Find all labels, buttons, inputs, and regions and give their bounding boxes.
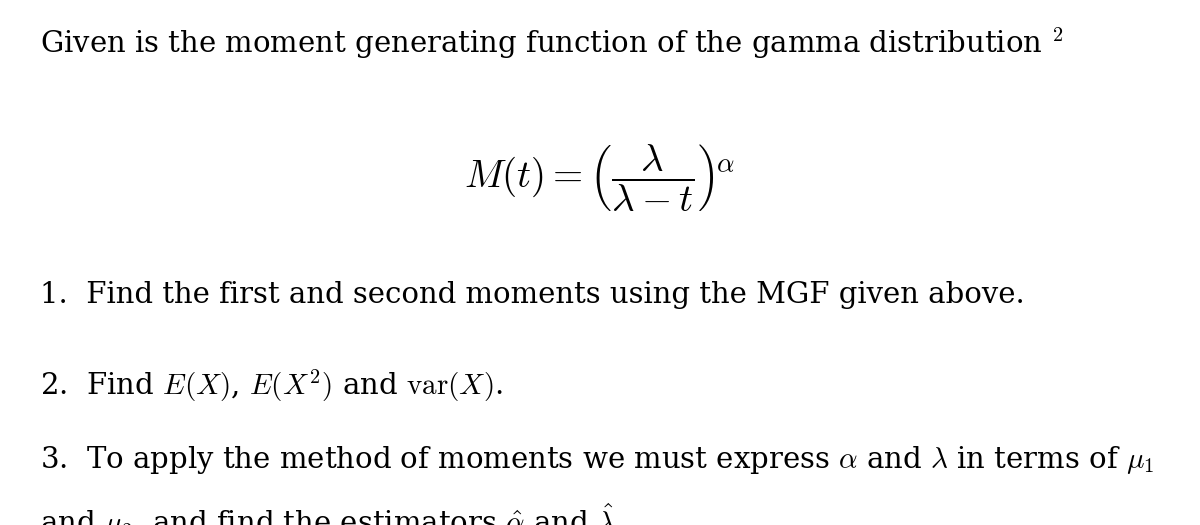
Text: Given is the moment generating function of the gamma distribution $^{2}$: Given is the moment generating function …: [40, 26, 1063, 61]
Text: and $\mu_2$, and find the estimators $\hat{\alpha}$ and $\hat{\lambda}$.: and $\mu_2$, and find the estimators $\h…: [40, 501, 623, 525]
Text: 2.  Find $E(X)$, $E(X^2)$ and $\mathrm{var}(X)$.: 2. Find $E(X)$, $E(X^2)$ and $\mathrm{va…: [40, 368, 503, 404]
Text: $M(t) = \left(\dfrac{\lambda}{\lambda - t}\right)^{\!\alpha}$: $M(t) = \left(\dfrac{\lambda}{\lambda - …: [464, 142, 736, 213]
Text: 3.  To apply the method of moments we must express $\alpha$ and $\lambda$ in ter: 3. To apply the method of moments we mus…: [40, 444, 1154, 476]
Text: 1.  Find the first and second moments using the MGF given above.: 1. Find the first and second moments usi…: [40, 281, 1025, 309]
